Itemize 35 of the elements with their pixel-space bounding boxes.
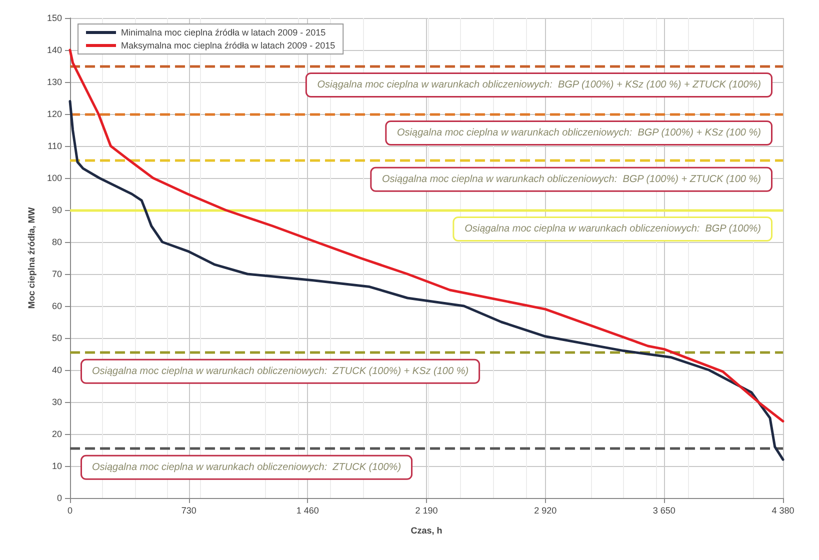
y-tick-label: 100	[46, 173, 62, 183]
y-axis-title: Moc cieplna źródła, MW	[26, 206, 36, 309]
y-tick-label: 50	[52, 333, 62, 343]
line-series	[68, 100, 784, 461]
x-tick-label: 0	[67, 506, 73, 516]
y-tick-label: 20	[52, 429, 62, 439]
y-tick-label: 0	[56, 493, 62, 503]
x-tick-label: 2 920	[534, 506, 557, 516]
x-axis-title: Czas, h	[410, 526, 442, 536]
ref-line-label: Osiągalna moc cieplna w warunkach obliczeniowych: BGP (100%)	[464, 224, 761, 234]
legend-label: Minimalna moc cieplna źródła w latach 2009 - 2015	[121, 28, 326, 38]
x-tick-label: 3 650	[652, 506, 676, 516]
x-tick-label: 1 460	[296, 506, 319, 516]
ref-line-label: Osiągalna moc cieplna w warunkach obliczeniowych: BGP (100%) + KSz (100 %) + ZTUCK (100%)	[317, 80, 761, 90]
y-tick-label: 30	[52, 397, 62, 407]
y-tick-label: 10	[52, 461, 62, 471]
ref-line-label: Osiągalna moc cieplna w warunkach obliczeniowych: BGP (100%) + KSz (100 %)	[397, 128, 761, 138]
y-tick-label: 120	[46, 109, 62, 119]
x-tick-label: 4 380	[772, 506, 794, 516]
ref-line-label: Osiągalna moc cieplna w warunkach obliczeniowych: ZTUCK (100%) + KSz (100 %)	[92, 366, 469, 377]
y-tick-label: 60	[52, 301, 62, 311]
legend-label: Maksymalna moc cieplna źródła w latach 2009 - 2015	[121, 40, 336, 50]
y-tick-label: 140	[46, 45, 62, 55]
y-tick-label: 70	[52, 269, 62, 279]
y-tick-label: 130	[46, 77, 62, 87]
y-tick-label: 40	[52, 365, 62, 375]
ref-line-label: Osiągalna moc cieplna w warunkach obliczeniowych: ZTUCK (100%)	[92, 462, 402, 473]
line-series	[68, 48, 784, 422]
y-tick-label: 110	[48, 141, 62, 151]
y-tick-label: 80	[52, 237, 62, 247]
y-tick-label: 90	[52, 205, 62, 215]
x-tick-label: 2 190	[415, 506, 438, 516]
ref-line-label: Osiągalna moc cieplna w warunkach obliczeniowych: BGP (100%) + ZTUCK (100 %)	[382, 174, 761, 185]
y-tick-label: 150	[46, 13, 62, 23]
x-tick-label: 730	[181, 506, 196, 516]
